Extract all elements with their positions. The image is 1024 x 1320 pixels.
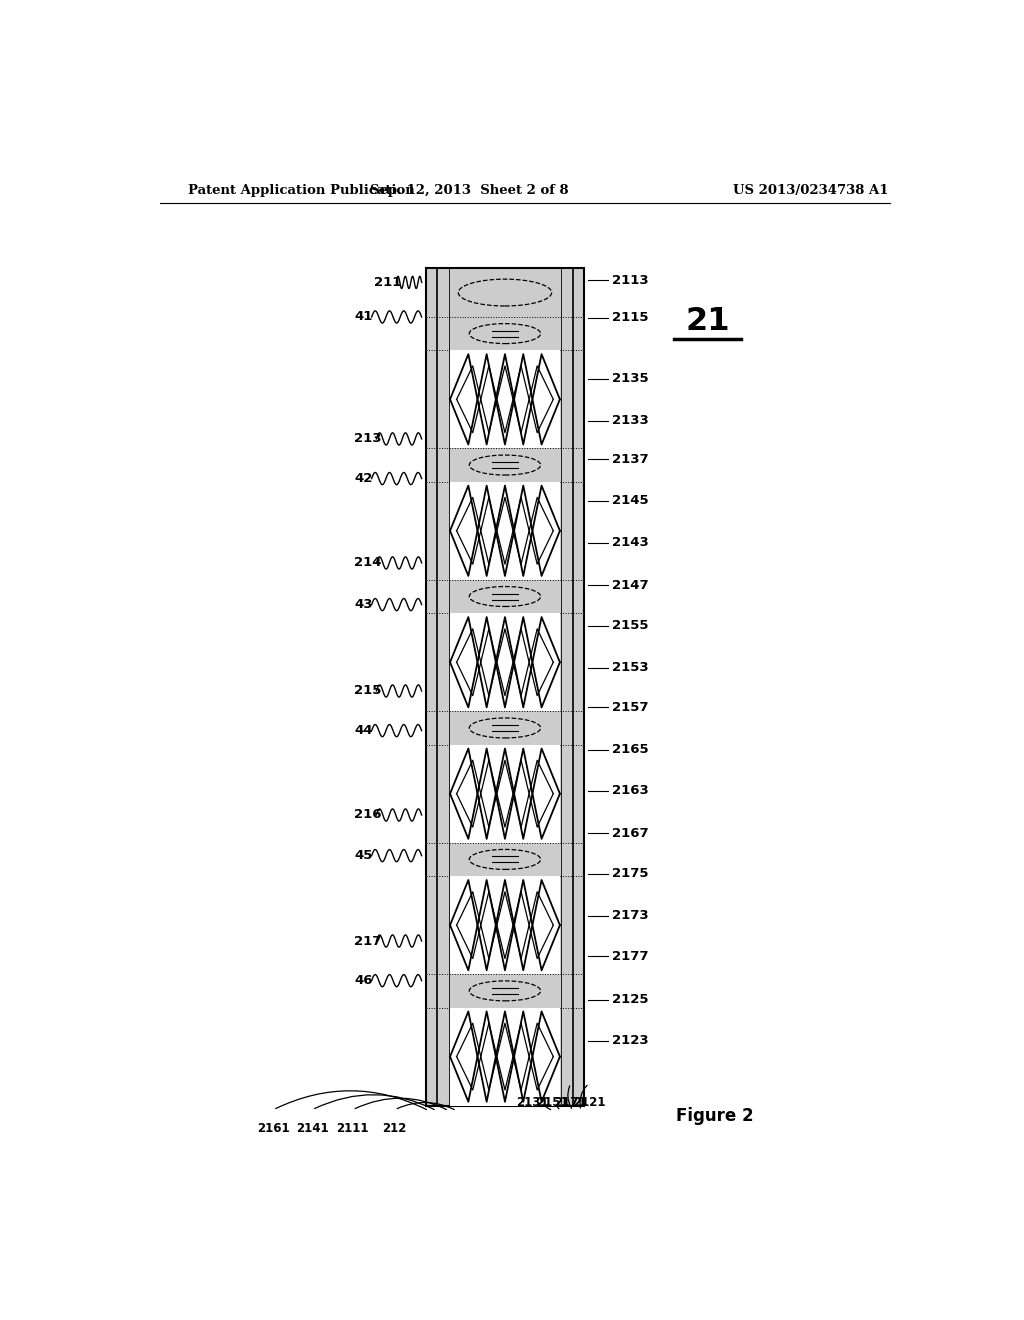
Bar — [450, 1007, 560, 1106]
Text: 2135: 2135 — [612, 372, 649, 385]
Text: 214: 214 — [354, 557, 382, 569]
Text: 2137: 2137 — [612, 453, 649, 466]
Text: 2167: 2167 — [612, 826, 649, 840]
Text: 2147: 2147 — [612, 578, 649, 591]
Text: Patent Application Publication: Patent Application Publication — [187, 185, 415, 198]
Text: 2171: 2171 — [555, 1096, 587, 1109]
Text: 2141: 2141 — [296, 1122, 329, 1135]
Text: 215: 215 — [354, 685, 382, 697]
Text: 212: 212 — [382, 1122, 407, 1135]
Text: 217: 217 — [354, 935, 382, 948]
Text: Sep. 12, 2013  Sheet 2 of 8: Sep. 12, 2013 Sheet 2 of 8 — [370, 185, 568, 198]
Text: 2115: 2115 — [612, 312, 648, 325]
Text: 2125: 2125 — [612, 994, 648, 1006]
Text: 2111: 2111 — [336, 1122, 369, 1135]
Bar — [426, 268, 585, 1106]
Text: 2163: 2163 — [612, 784, 649, 797]
Text: US 2013/0234738 A1: US 2013/0234738 A1 — [733, 185, 888, 198]
Text: 2123: 2123 — [612, 1034, 649, 1047]
Text: 2121: 2121 — [572, 1096, 605, 1109]
Text: Figure 2: Figure 2 — [677, 1107, 754, 1125]
Bar — [450, 876, 560, 974]
Text: 41: 41 — [354, 310, 373, 323]
Bar — [450, 744, 560, 842]
Text: 2157: 2157 — [612, 701, 648, 714]
Text: 2131: 2131 — [516, 1096, 549, 1109]
Text: 42: 42 — [354, 473, 373, 484]
Text: 2177: 2177 — [612, 950, 648, 962]
Text: 2161: 2161 — [257, 1122, 290, 1135]
Text: 46: 46 — [354, 974, 373, 987]
Text: 2153: 2153 — [612, 661, 649, 675]
Text: 2133: 2133 — [612, 414, 649, 428]
Text: 213: 213 — [354, 433, 382, 445]
Text: 43: 43 — [354, 598, 373, 611]
Text: 2143: 2143 — [612, 536, 649, 549]
Text: 2155: 2155 — [612, 619, 648, 632]
Text: 2113: 2113 — [612, 273, 649, 286]
Text: 2145: 2145 — [612, 495, 649, 507]
Bar — [450, 614, 560, 711]
Bar — [450, 350, 560, 449]
Text: 44: 44 — [354, 725, 373, 737]
Text: 21: 21 — [685, 305, 730, 337]
Text: 2151: 2151 — [537, 1096, 569, 1109]
Text: 211: 211 — [374, 276, 401, 289]
Text: 2173: 2173 — [612, 909, 649, 923]
Text: 216: 216 — [354, 808, 382, 821]
Text: 2175: 2175 — [612, 867, 648, 880]
Text: 45: 45 — [354, 849, 373, 862]
Text: 2165: 2165 — [612, 743, 649, 756]
Bar — [450, 482, 560, 579]
